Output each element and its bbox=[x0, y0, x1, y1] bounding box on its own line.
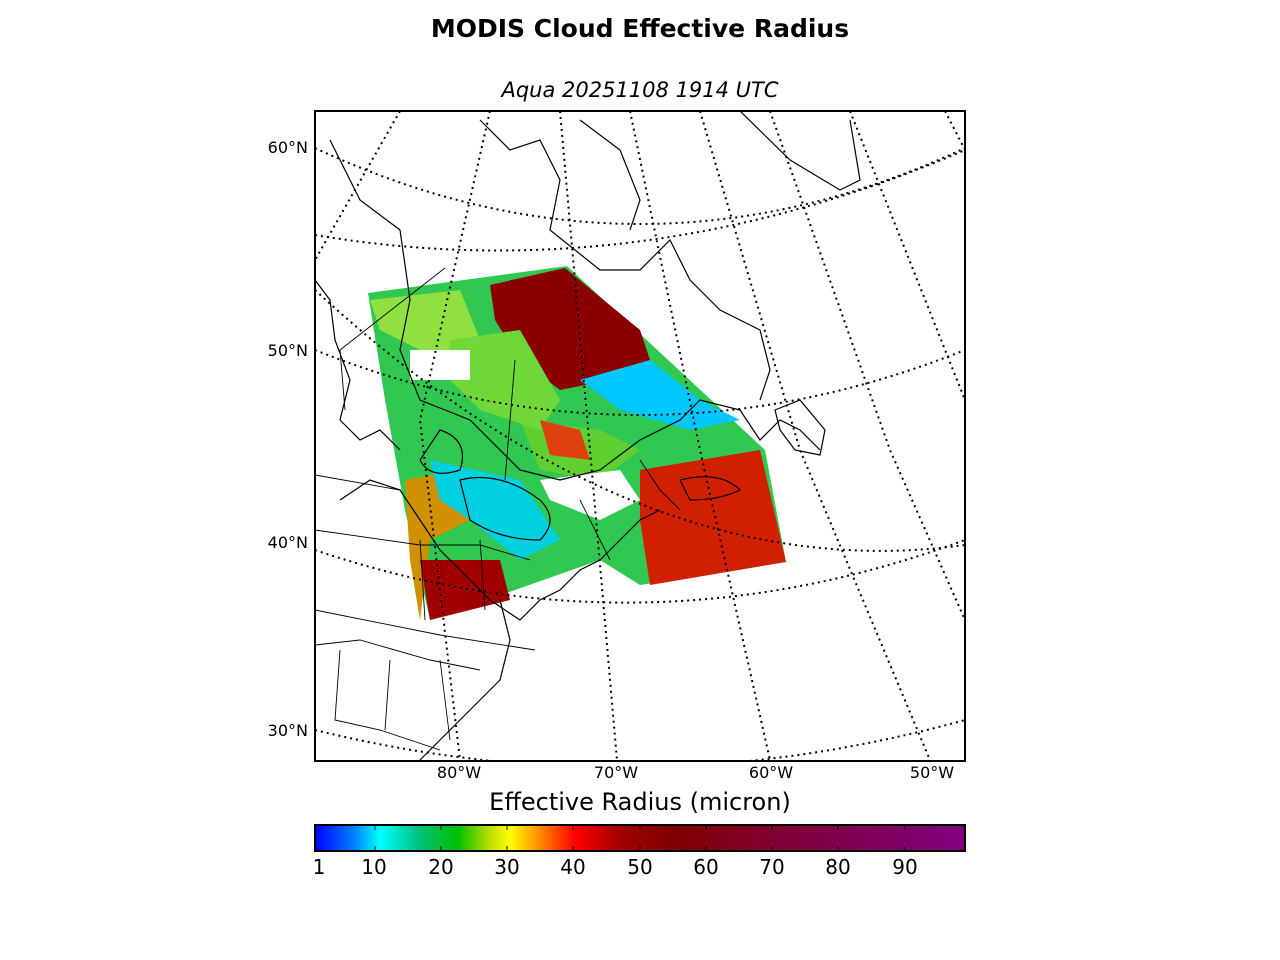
colorbar-tick-label: 40 bbox=[560, 855, 586, 879]
colorbar-tick-label: 60 bbox=[693, 855, 719, 879]
lat-label-50n: 50°N bbox=[267, 341, 308, 360]
lon-label-50w: 50°W bbox=[909, 763, 955, 782]
lon-label-60w: 60°W bbox=[748, 763, 794, 782]
colorbar-tick-label: 30 bbox=[494, 855, 520, 879]
colorbar-tick-label: 90 bbox=[892, 855, 918, 879]
coastlines bbox=[315, 111, 861, 761]
lat-label-30n: 30°N bbox=[267, 721, 308, 740]
page-title: MODIS Cloud Effective Radius bbox=[430, 14, 850, 43]
lon-label-80w: 80°W bbox=[436, 763, 482, 782]
colorbar-tick-label: 50 bbox=[627, 855, 653, 879]
lon-label-70w: 70°W bbox=[593, 763, 639, 782]
colorbar-tick-label: 80 bbox=[825, 855, 851, 879]
map-subtitle: Aqua 20251108 1914 UTC bbox=[501, 78, 779, 102]
lat-label-40n: 40°N bbox=[267, 533, 308, 552]
map-frame bbox=[314, 110, 966, 762]
colorbar-tick-label: 1 bbox=[312, 855, 326, 879]
colorbar-title: Effective Radius (micron) bbox=[489, 788, 791, 816]
graticule bbox=[315, 111, 965, 761]
data-swath bbox=[368, 266, 786, 620]
colorbar-tick-label: 20 bbox=[428, 855, 454, 879]
lat-label-60n: 60°N bbox=[267, 138, 308, 157]
political-borders bbox=[315, 267, 681, 751]
map-area bbox=[315, 111, 965, 761]
colorbar-tick-label: 70 bbox=[759, 855, 785, 879]
colorbar-ticks bbox=[374, 825, 906, 851]
colorbar-tick-label: 10 bbox=[361, 855, 387, 879]
